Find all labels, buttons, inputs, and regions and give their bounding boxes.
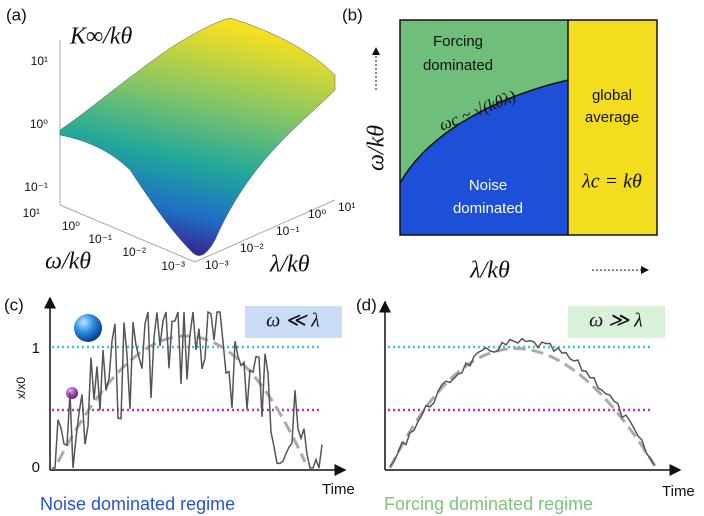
axis-label: Time [322, 481, 355, 498]
noise-region [400, 80, 568, 235]
badge [568, 306, 665, 338]
panel-label: (c) [4, 295, 24, 314]
region-text: global [592, 87, 632, 104]
mean-path [388, 347, 657, 469]
badge-text: ω ≫ λ [589, 310, 643, 332]
axis-label: λ/kθ [269, 252, 310, 278]
axis-label: x/x0 [14, 377, 28, 399]
omega-tick: 10⁻² [122, 245, 146, 259]
panel-title: K∞/kθ [69, 24, 132, 50]
z-tick: 10⁻¹ [24, 180, 48, 194]
caption: Forcing dominated regime [384, 494, 593, 514]
average-region [568, 20, 657, 235]
panel-c: (c) ω ≪ λ 0 1 x/x0 Time Noise dominated … [4, 295, 355, 513]
box-edge [194, 199, 336, 263]
frame [399, 19, 658, 236]
region-text: dominated [423, 57, 493, 74]
lambda-tick: 10⁻² [240, 241, 264, 255]
panel-a: (a) K∞/kθ 10¹ 10⁰ 10⁻¹ 10¹ 10⁰ 10⁻¹ 10⁻²… [6, 5, 355, 277]
panel-b: (b) Forcing dominated global average Noi… [342, 5, 658, 284]
lambda-tick: 10⁰ [308, 207, 326, 221]
region-text: Noise [469, 177, 507, 194]
lambda-tick: 10¹ [338, 200, 355, 214]
axis-label: Time [662, 483, 695, 500]
caption: Noise dominated regime [40, 494, 235, 514]
y-tick: 0 [32, 459, 40, 476]
box-edge [59, 204, 196, 263]
omega-tick: 10¹ [23, 206, 40, 220]
boundary [399, 79, 569, 184]
omega-tick: 10⁰ [62, 219, 80, 233]
y-tick: 1 [32, 340, 40, 357]
lambda-tick: 10⁻¹ [276, 224, 300, 238]
trajectory [52, 310, 323, 469]
surface [59, 17, 336, 256]
small-particle [66, 387, 78, 399]
panel-label: (b) [342, 5, 363, 24]
axis-label: ω/kθ [364, 125, 390, 171]
panel-d: (d) ω ≫ λ Time Forcing dominated regime [356, 295, 695, 513]
omega-tick: 10⁻¹ [88, 232, 112, 246]
large-particle [74, 314, 102, 342]
z-tick: 10¹ [31, 54, 48, 68]
axis-label: λ/kθ [469, 258, 510, 284]
region-text: Forcing [433, 33, 483, 50]
z-tick: 10⁰ [30, 117, 48, 131]
threshold-label: λc = kθ [581, 171, 642, 193]
omega-tick: 10⁻³ [161, 259, 185, 273]
panel-label: (a) [6, 5, 27, 24]
badge-text: ω ≪ λ [266, 310, 320, 332]
trajectory [389, 337, 655, 468]
panel-label: (d) [356, 295, 377, 314]
axis-label: ω/kθ [45, 249, 91, 275]
badge [245, 306, 342, 338]
lambda-tick: 10⁻³ [205, 258, 229, 272]
region-text: average [585, 109, 639, 126]
region-text: dominated [453, 200, 523, 217]
